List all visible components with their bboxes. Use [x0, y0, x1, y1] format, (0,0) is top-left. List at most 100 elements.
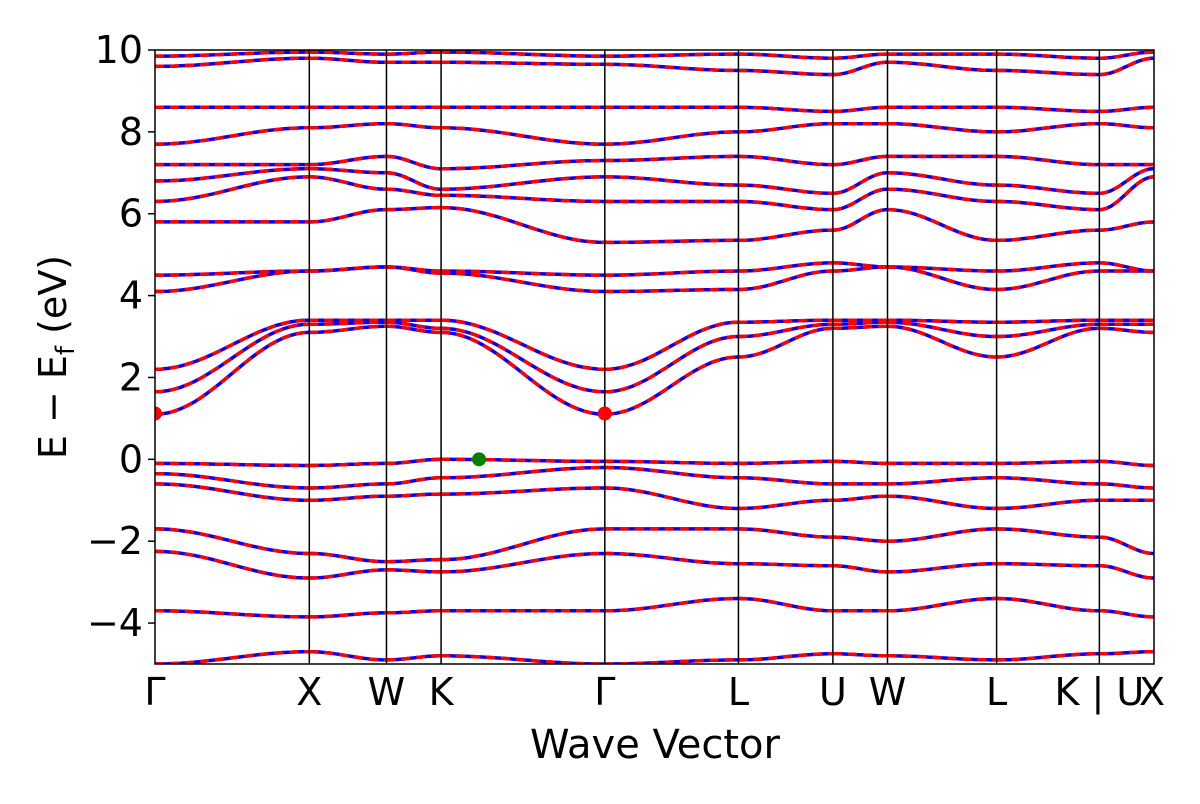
band-line-spin-up	[832, 324, 888, 331]
band-line-spin-up	[309, 611, 387, 619]
y-axis-ticks: −4 −2 0 2 4 6 8 10	[87, 28, 155, 645]
band-line-spin-up	[738, 527, 833, 539]
band-line-spin-up	[604, 596, 739, 613]
x-tick-label: U	[819, 670, 847, 714]
band-line-spin-up	[738, 269, 833, 292]
y-tick-label: 8	[119, 110, 143, 154]
band-line-spin-up	[155, 269, 310, 294]
band-line-spin-up	[996, 476, 1100, 486]
band-line-spin-up	[309, 320, 387, 327]
band-line-spin-up	[996, 105, 1100, 114]
band-line-spin-up	[604, 459, 739, 466]
band-line-spin-up	[604, 287, 739, 294]
band-line-spin-up	[155, 482, 310, 503]
band-line-spin-up	[309, 56, 387, 65]
band-line-spin-up	[887, 171, 997, 187]
band-line-spin-up	[604, 334, 739, 394]
band-line-spin-up	[604, 269, 739, 277]
cbm-marker	[597, 406, 612, 421]
y-axis-label-subscript: f	[51, 345, 81, 355]
band-line-spin-up	[832, 652, 888, 658]
vbm-marker	[472, 452, 487, 467]
band-line-spin-up	[604, 320, 739, 372]
band-line-spin-up	[996, 459, 1100, 466]
band-line-spin-up	[738, 154, 833, 167]
band-line-spin-up	[996, 326, 1100, 359]
band-line-spin-up	[155, 166, 310, 183]
band-line-spin-up	[604, 52, 739, 58]
x-tick-label: L	[986, 670, 1007, 714]
y-axis-label-unit: (eV)	[31, 255, 75, 346]
band-line-spin-up	[309, 166, 387, 175]
band-line-spin-up	[155, 609, 310, 619]
band-line-spin-up	[441, 193, 605, 204]
y-axis-label: E − Ef (eV)	[31, 255, 81, 459]
band-line-spin-up	[441, 269, 605, 277]
band-line-spin-up	[738, 121, 833, 134]
x-tick-label: X	[1139, 670, 1165, 714]
band-line-spin-up	[1099, 326, 1154, 335]
band-line-spin-up	[887, 121, 997, 134]
band-line-spin-up	[887, 60, 997, 73]
band-line-spin-up	[309, 482, 387, 490]
band-line-spin-up	[309, 121, 387, 130]
band-line-spin-up	[441, 465, 605, 480]
y-axis-label-main: E − E	[31, 355, 75, 459]
band-line-spin-up	[309, 494, 387, 503]
band-line-spin-up	[996, 527, 1100, 539]
band-line-spin-up	[386, 557, 442, 564]
x-tick-label: L	[728, 670, 749, 714]
band-line-spin-up	[386, 476, 442, 486]
band-line-spin-up	[887, 320, 997, 339]
band-line-spin-up	[155, 461, 310, 468]
band-line-spin-up	[996, 561, 1100, 568]
band-line-spin-up	[386, 492, 442, 498]
band-line-spin-up	[1099, 649, 1154, 656]
x-tick-label: X	[296, 670, 322, 714]
x-axis-label: Wave Vector	[530, 722, 781, 768]
band-line-spin-up	[738, 105, 833, 114]
band-line-spin-up	[996, 199, 1100, 212]
band-line-spin-up	[1099, 535, 1154, 556]
y-tick-label: 2	[119, 355, 143, 399]
band-line-spin-up	[887, 318, 997, 324]
band-line-spin-up	[738, 652, 833, 662]
band-line-spin-up	[1099, 175, 1154, 212]
high-symmetry-lines	[308, 50, 1101, 664]
band-line-spin-up	[832, 320, 888, 327]
band-line-spin-up	[155, 56, 310, 69]
band-line-spin-up	[155, 527, 310, 556]
band-line-spin-up	[441, 175, 605, 191]
band-line-spin-up	[996, 68, 1100, 77]
band-line-spin-up	[887, 596, 997, 613]
band-line-spin-up	[738, 68, 833, 77]
band-line-spin-up	[832, 207, 888, 232]
band-line-spin-up	[309, 154, 387, 167]
band-line-spin-up	[155, 50, 310, 58]
band-line-spin-up	[832, 60, 888, 77]
band-line-spin-up	[309, 265, 387, 273]
extrema-markers	[155, 406, 612, 467]
band-line-spin-up	[738, 596, 833, 613]
band-line-spin-up	[386, 187, 442, 198]
band-line-spin-up	[441, 158, 605, 171]
band-line-spin-up	[386, 457, 442, 466]
band-line-spin-up	[996, 322, 1100, 339]
band-line-spin-up	[738, 318, 833, 324]
band-line-spin-up	[155, 175, 310, 204]
band-line-spin-up	[738, 183, 833, 196]
band-line-spin-up	[604, 238, 739, 245]
band-line-spin-up	[386, 265, 442, 275]
band-line-spin-up	[155, 126, 310, 146]
band-line-spin-up	[738, 228, 833, 243]
band-line-spin-up	[441, 326, 605, 394]
band-line-spin-up	[738, 561, 833, 568]
band-line-spin-up	[386, 609, 442, 615]
band-line-spin-up	[309, 568, 387, 580]
band-line-spin-up	[1099, 56, 1154, 77]
band-line-spin-up	[1099, 166, 1154, 196]
band-line-spin-up	[155, 471, 310, 490]
band-line-spin-down	[441, 205, 605, 245]
